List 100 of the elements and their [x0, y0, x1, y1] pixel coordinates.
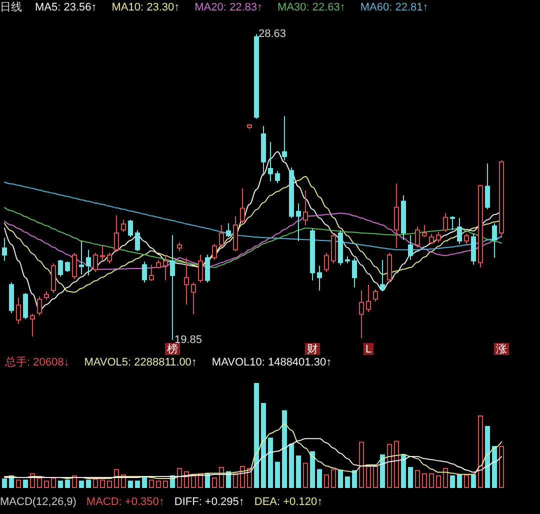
bar: [310, 451, 315, 488]
bar: [254, 383, 259, 488]
candlestick: [394, 183, 399, 248]
candlestick: [163, 254, 168, 281]
candlestick: [422, 224, 427, 238]
bar: [324, 474, 329, 488]
text: MA5: 23.56↑: [35, 2, 97, 14]
text: MAVOL5: 2288811.00↑: [84, 356, 197, 368]
bar: [485, 426, 490, 488]
bar: [394, 440, 399, 488]
candlestick: [79, 240, 84, 275]
candlestick: [149, 264, 154, 282]
text: MA60: 22.81↑: [360, 2, 428, 14]
bar: [331, 469, 336, 488]
candlestick: [359, 290, 364, 339]
bar: [359, 442, 364, 488]
bar: [345, 476, 350, 488]
candlestick: [443, 212, 448, 232]
bar: [268, 438, 273, 488]
text: MA20: 22.83↑: [194, 2, 263, 14]
candlestick: [44, 290, 49, 300]
x-tick-label: 涨: [496, 344, 507, 356]
candlestick: [324, 252, 329, 273]
candlestick: [464, 233, 469, 245]
candlestick: [261, 126, 266, 176]
bar: [240, 466, 245, 488]
bar: [149, 480, 154, 488]
text: MA10: 23.30↑: [112, 2, 180, 14]
candlestick: [303, 190, 308, 226]
candlestick: [296, 202, 301, 242]
candlestick: [492, 222, 497, 258]
candlestick: [478, 184, 483, 268]
chart-title: 日线: [0, 0, 22, 14]
bar: [457, 474, 462, 488]
bar: [492, 446, 497, 488]
bar: [233, 473, 238, 488]
bar: [338, 470, 343, 488]
bar: [429, 473, 434, 488]
candlestick: [401, 194, 406, 240]
candlestick: [499, 160, 504, 236]
bar: [464, 474, 469, 488]
candlestick: [170, 234, 175, 340]
candlestick: [37, 296, 42, 316]
candlestick: [114, 214, 119, 252]
bar: [317, 469, 322, 488]
bar: [93, 478, 98, 488]
bar: [261, 402, 266, 488]
bar: [16, 480, 21, 488]
candlestick: [177, 242, 182, 252]
candlestick: [107, 252, 112, 264]
candlestick: [331, 233, 336, 264]
bar: [443, 468, 448, 488]
candlestick: [373, 288, 378, 302]
candlestick: [282, 116, 287, 162]
bar: [219, 467, 224, 488]
candlestick: [485, 163, 490, 210]
bar: [142, 476, 147, 488]
bar: [65, 480, 70, 488]
bar: [191, 475, 196, 488]
bar: [366, 466, 371, 488]
candlestick: [345, 256, 350, 264]
bar: [156, 480, 161, 488]
text: DIFF: +0.295↑: [174, 496, 244, 508]
candlestick: [352, 258, 357, 288]
text: DEA: +0.120↑: [254, 496, 323, 508]
candlestick: [450, 216, 455, 231]
candlestick: [310, 228, 315, 281]
candlestick: [191, 282, 196, 315]
candlestick: [93, 252, 98, 273]
candlestick: [198, 254, 203, 283]
bar: [72, 475, 77, 488]
candlestick: [226, 222, 231, 238]
bar: [212, 478, 217, 488]
candlestick: [100, 244, 105, 262]
candlestick: [436, 231, 441, 243]
bar: [58, 480, 63, 488]
candlestick: [317, 265, 322, 292]
candlestick: [254, 34, 259, 120]
text: MA30: 22.63↑: [278, 2, 346, 14]
bar: [296, 455, 301, 488]
bar: [373, 466, 378, 488]
candlestick: [471, 233, 476, 266]
bar: [86, 480, 91, 488]
candlestick: [268, 142, 273, 182]
bar: [499, 446, 504, 488]
candlestick: [205, 254, 210, 283]
x-tick-label: 榜: [167, 342, 178, 356]
candlestick: [338, 230, 343, 266]
candlestick: [219, 224, 224, 248]
candlestick: [30, 313, 35, 338]
bar: [128, 480, 133, 488]
bar: [100, 480, 105, 488]
bar: [478, 416, 483, 488]
bar: [79, 480, 84, 488]
bar: [107, 480, 112, 488]
bar: [37, 478, 42, 488]
text: MACD(12,26,9): [0, 496, 76, 508]
bar: [401, 454, 406, 488]
bar: [135, 480, 140, 488]
bar: [436, 475, 441, 488]
